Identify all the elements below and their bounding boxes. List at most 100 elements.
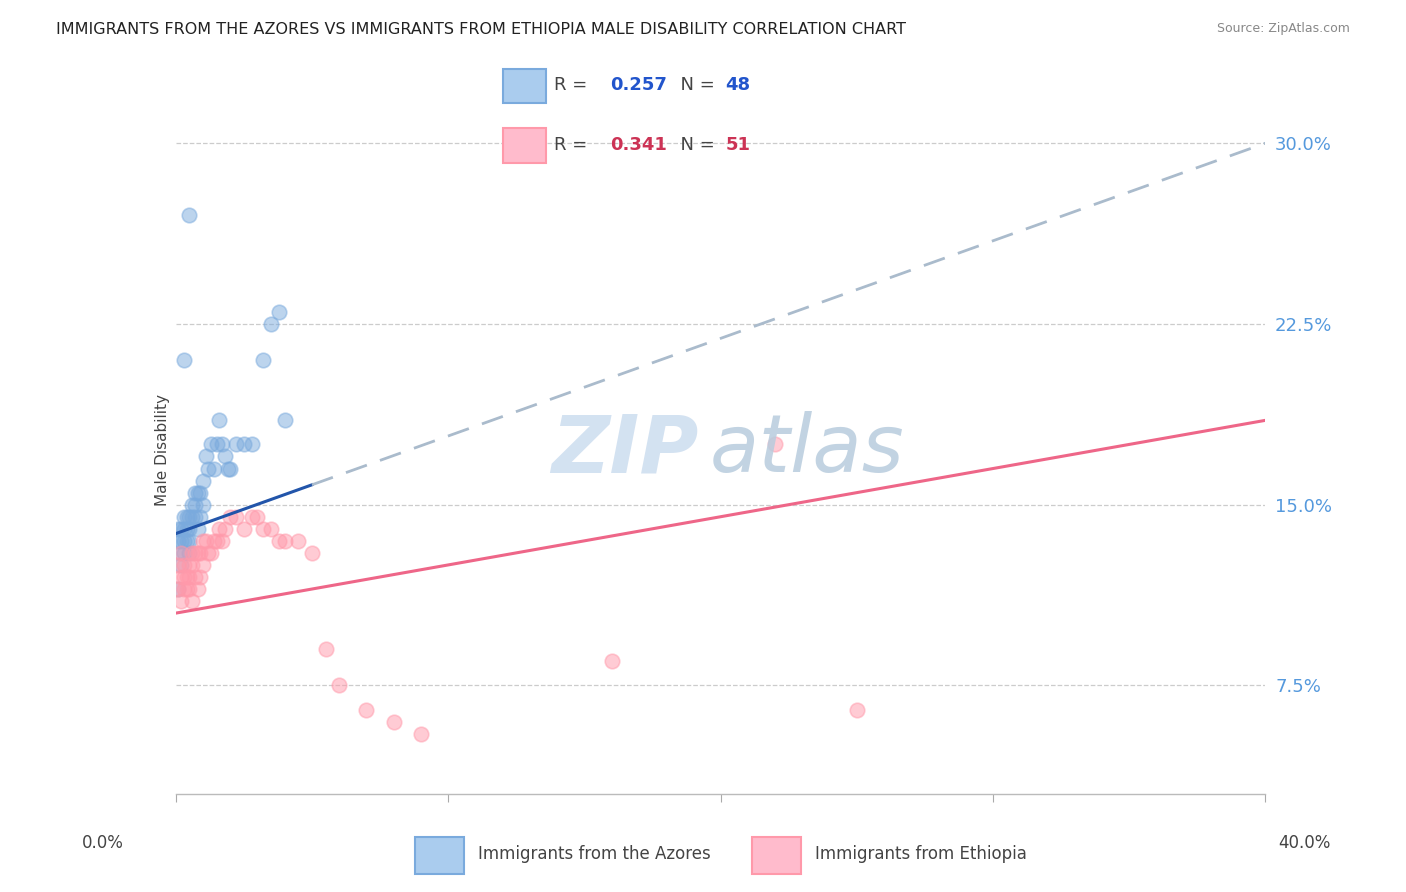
Point [179,533,201,548]
Point [200,437,222,451]
Point [315,642,337,657]
Point [328,678,350,692]
Point [167,533,190,548]
Text: Source: ZipAtlas.com: Source: ZipAtlas.com [1216,22,1350,36]
Point [184,570,207,584]
Point [181,594,204,608]
Point [179,522,201,536]
Point [240,509,263,524]
Point [600,654,623,668]
Point [173,533,195,548]
Point [301,546,323,560]
Point [205,533,228,548]
Text: 0.0%: 0.0% [82,834,124,852]
Point [184,485,207,500]
Point [184,546,207,560]
Point [252,522,274,536]
Point [173,570,195,584]
Point [179,570,201,584]
Text: 51: 51 [725,136,751,154]
Point [167,558,190,572]
Text: N =: N = [669,136,721,154]
Point [173,558,195,572]
Point [202,533,225,548]
Text: 0.341: 0.341 [610,136,666,154]
Point [194,533,217,548]
Point [170,533,193,548]
Point [197,461,219,475]
Point [170,522,193,536]
Point [269,305,291,319]
Point [176,570,198,584]
Point [188,570,211,584]
Point [173,509,195,524]
Text: R =: R = [554,136,593,154]
Point [211,533,233,548]
Text: R =: R = [554,77,593,95]
Point [179,209,201,223]
Text: Immigrants from the Azores: Immigrants from the Azores [478,845,711,863]
Text: ZIP: ZIP [551,411,699,490]
Point [170,570,193,584]
Point [191,474,214,488]
FancyBboxPatch shape [415,837,464,874]
Point [763,437,786,451]
Point [225,509,247,524]
Point [219,509,242,524]
Point [176,522,198,536]
Point [845,702,868,716]
Point [246,509,269,524]
Point [173,582,195,596]
FancyBboxPatch shape [503,69,546,103]
Point [409,726,432,740]
Point [179,558,201,572]
Point [211,437,233,451]
Point [252,353,274,368]
Point [181,509,204,524]
Point [191,558,214,572]
Point [188,546,211,560]
Point [260,522,283,536]
Text: 40.0%: 40.0% [1278,834,1331,852]
Point [173,546,195,560]
Point [188,509,211,524]
Point [208,413,231,427]
Text: 48: 48 [725,77,751,95]
FancyBboxPatch shape [503,128,546,163]
Point [167,582,190,596]
Point [191,533,214,548]
Point [191,498,214,512]
Point [232,437,254,451]
Point [205,437,228,451]
Point [274,533,297,548]
Point [260,317,283,331]
Point [170,546,193,560]
Point [194,450,217,464]
Point [176,582,198,596]
Text: Immigrants from Ethiopia: Immigrants from Ethiopia [815,845,1028,863]
Point [240,437,263,451]
Point [176,509,198,524]
Y-axis label: Male Disability: Male Disability [155,394,170,507]
Point [287,533,309,548]
Point [217,461,239,475]
Point [356,702,378,716]
Text: N =: N = [669,77,721,95]
Point [170,546,193,560]
Text: 0.257: 0.257 [610,77,666,95]
Point [186,582,209,596]
Point [167,522,190,536]
Point [184,509,207,524]
Point [173,353,195,368]
Point [167,582,190,596]
Text: IMMIGRANTS FROM THE AZORES VS IMMIGRANTS FROM ETHIOPIA MALE DISABILITY CORRELATI: IMMIGRANTS FROM THE AZORES VS IMMIGRANTS… [56,22,907,37]
Point [179,582,201,596]
Point [181,546,204,560]
Point [179,546,201,560]
Point [173,522,195,536]
Point [225,437,247,451]
Point [214,522,236,536]
Point [186,522,209,536]
Point [219,461,242,475]
Point [186,485,209,500]
